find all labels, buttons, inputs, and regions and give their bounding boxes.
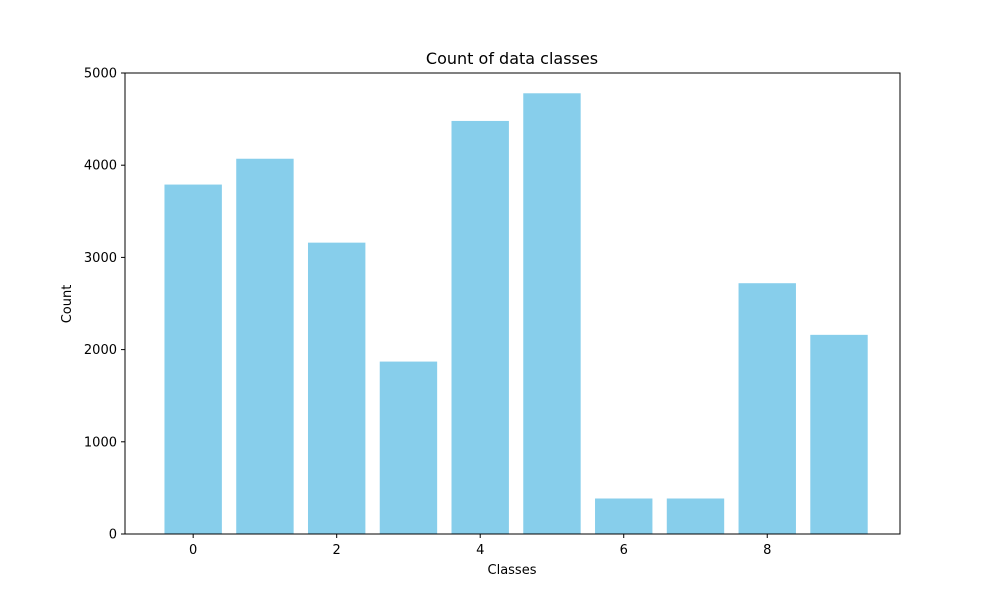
x-tick-label: 8 xyxy=(763,543,771,558)
x-tick-label: 2 xyxy=(333,543,341,558)
y-tick-label: 1000 xyxy=(84,435,117,450)
y-axis-ticks: 0 1000 2000 3000 4000 5000 xyxy=(84,67,125,543)
axes-frame xyxy=(124,72,901,535)
y-tick-label: 3000 xyxy=(84,251,117,266)
bar-class-8 xyxy=(738,283,796,534)
y-tick-label: 4000 xyxy=(84,159,117,174)
bar-class-7 xyxy=(666,498,725,534)
bars xyxy=(164,93,868,534)
chart-title: Count of data classes xyxy=(426,49,598,68)
x-tick-label: 0 xyxy=(189,543,197,558)
bar-class-1 xyxy=(236,158,294,534)
bar-class-2 xyxy=(307,242,366,534)
bar-class-0 xyxy=(164,184,222,534)
x-axis-ticks: 0 2 4 6 8 xyxy=(189,534,771,558)
bar-class-3 xyxy=(379,361,438,534)
y-tick-label: 0 xyxy=(109,528,117,543)
bar-class-4 xyxy=(451,120,509,534)
y-tick-label: 5000 xyxy=(84,67,117,82)
y-axis-label: Count xyxy=(60,285,75,324)
bar-class-6 xyxy=(595,498,653,534)
x-axis-label: Classes xyxy=(488,563,537,578)
y-tick-label: 2000 xyxy=(84,343,117,358)
x-tick-label: 6 xyxy=(620,543,628,558)
bar-class-5 xyxy=(523,93,581,534)
x-tick-label: 4 xyxy=(476,543,484,558)
bar-class-9 xyxy=(810,334,868,534)
